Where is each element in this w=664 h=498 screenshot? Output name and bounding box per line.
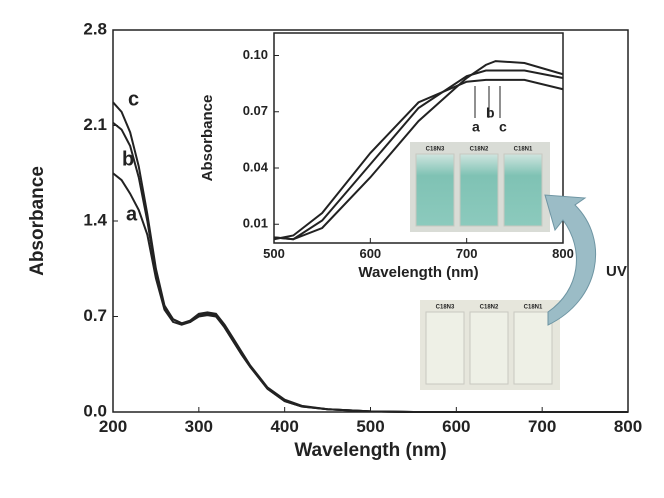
y-tick-label: 1.4 — [83, 210, 107, 229]
y-tick-label: 0.10 — [243, 47, 268, 62]
vial — [513, 311, 553, 385]
series-label: b — [122, 148, 134, 170]
series-label: a — [126, 203, 138, 225]
vial-label: C18N3 — [436, 305, 455, 311]
x-tick-label: 400 — [270, 417, 298, 436]
uv-arrow — [544, 194, 597, 326]
vial-label: C18N1 — [524, 305, 543, 311]
series-label: c — [499, 119, 507, 135]
vial-label: C18N1 — [514, 147, 533, 153]
y-axis-label: Absorbance — [199, 95, 216, 182]
y-tick-label: 0.04 — [243, 159, 269, 174]
series-line — [112, 101, 628, 413]
photo-before: C18N3 C18N2 C18N1 — [420, 300, 560, 390]
y-tick-label: 0.07 — [243, 103, 268, 118]
x-tick-label: 300 — [185, 417, 213, 436]
y-tick-label: 0.01 — [243, 216, 268, 231]
y-tick-label: 2.1 — [83, 115, 107, 134]
series-line — [273, 60, 564, 241]
y-tick-label: 0.0 — [83, 401, 107, 420]
y-tick-label: 2.8 — [83, 19, 107, 38]
x-tick-label: 600 — [442, 417, 470, 436]
series-label: b — [486, 105, 495, 121]
series-label: a — [472, 119, 480, 135]
vial — [469, 311, 509, 385]
x-axis-label: Wavelength (nm) — [358, 264, 478, 281]
x-tick-label: 700 — [456, 246, 478, 261]
x-axis-label: Wavelength (nm) — [294, 440, 446, 461]
vial — [459, 153, 499, 227]
vial-label: C18N2 — [480, 305, 499, 311]
vial-label: C18N3 — [426, 147, 445, 153]
x-tick-label: 500 — [263, 246, 285, 261]
x-tick-label: 500 — [356, 417, 384, 436]
x-tick-label: 200 — [99, 417, 127, 436]
x-tick-label: 700 — [528, 417, 556, 436]
y-axis-label: Absorbance — [27, 166, 48, 276]
series-line — [273, 69, 564, 241]
uv-label: UV — [606, 263, 627, 280]
x-tick-label: 800 — [614, 417, 642, 436]
photo-uv: C18N3 C18N2 C18N1 — [410, 142, 550, 232]
series-label: c — [128, 88, 139, 110]
y-tick-label: 0.7 — [83, 306, 107, 325]
x-tick-label: 800 — [552, 246, 574, 261]
vial — [425, 311, 465, 385]
x-tick-label: 600 — [359, 246, 381, 261]
vial-label: C18N2 — [470, 147, 489, 153]
vial — [415, 153, 455, 227]
vial — [503, 153, 543, 227]
